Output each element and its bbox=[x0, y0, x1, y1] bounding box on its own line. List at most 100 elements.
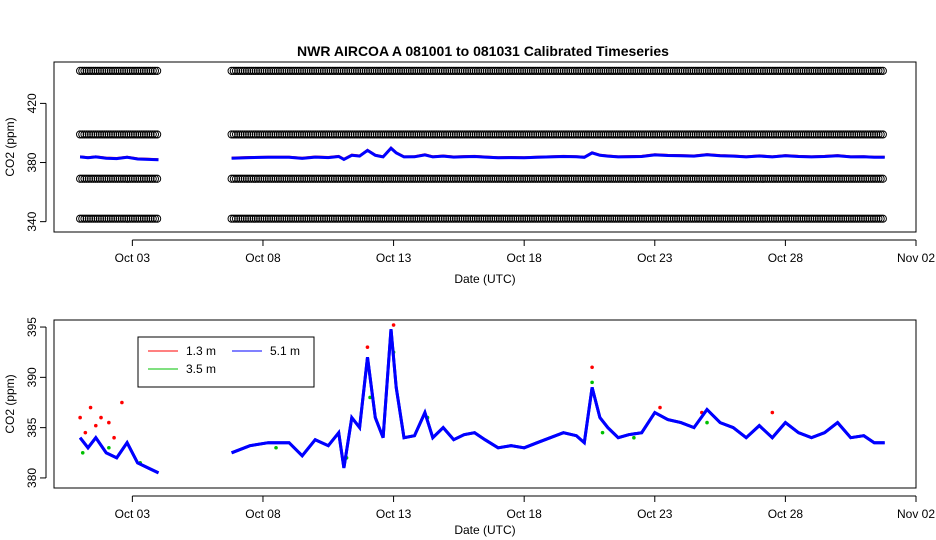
reference-point bbox=[568, 174, 577, 183]
reference-point bbox=[843, 174, 852, 183]
reference-point bbox=[98, 214, 107, 223]
reference-point bbox=[707, 130, 716, 139]
reference-point bbox=[451, 66, 461, 75]
reference-point bbox=[333, 214, 342, 223]
reference-point bbox=[786, 130, 795, 139]
reference-point bbox=[788, 214, 797, 223]
reference-point bbox=[564, 214, 573, 223]
reference-point bbox=[240, 130, 249, 139]
reference-point bbox=[531, 174, 540, 183]
reference-point bbox=[89, 66, 98, 75]
reference-point bbox=[493, 174, 502, 183]
reference-point bbox=[361, 130, 370, 139]
reference-point bbox=[594, 66, 604, 75]
reference-point bbox=[715, 66, 725, 75]
legend: 1.3 m 3.5 m 5.1 m bbox=[137, 336, 315, 388]
reference-point bbox=[790, 174, 799, 183]
reference-point bbox=[605, 66, 615, 75]
reference-point bbox=[764, 174, 773, 183]
reference-point bbox=[810, 174, 819, 183]
reference-point bbox=[267, 130, 276, 139]
reference-point bbox=[82, 214, 91, 223]
reference-point bbox=[669, 174, 678, 183]
reference-point bbox=[759, 66, 769, 75]
reference-point bbox=[722, 66, 731, 75]
reference-point bbox=[139, 66, 149, 75]
reference-point bbox=[744, 174, 753, 183]
reference-point bbox=[339, 66, 348, 75]
reference-point bbox=[355, 66, 364, 75]
reference-point bbox=[667, 130, 676, 139]
reference-point bbox=[735, 66, 744, 75]
y-tick-label: 390 bbox=[25, 367, 39, 387]
reference-point bbox=[570, 130, 579, 139]
reference-point bbox=[577, 214, 586, 223]
reference-point bbox=[614, 130, 623, 139]
reference-point bbox=[566, 66, 575, 75]
reference-point bbox=[423, 214, 432, 223]
reference-point bbox=[502, 66, 511, 75]
reference-point bbox=[370, 66, 379, 75]
reference-point bbox=[293, 130, 302, 139]
reference-point bbox=[106, 66, 116, 75]
reference-point bbox=[550, 130, 560, 139]
reference-point bbox=[113, 130, 122, 139]
reference-point bbox=[821, 66, 830, 75]
reference-point bbox=[660, 66, 670, 75]
reference-point bbox=[377, 174, 386, 183]
reference-point bbox=[234, 130, 243, 139]
reference-point bbox=[390, 174, 399, 183]
reference-point bbox=[878, 174, 887, 183]
reference-point bbox=[762, 66, 771, 75]
reference-point bbox=[370, 214, 379, 223]
reference-point bbox=[845, 66, 854, 75]
reference-point bbox=[759, 174, 769, 183]
reference-point bbox=[374, 130, 384, 139]
reference-point bbox=[814, 214, 824, 223]
reference-point bbox=[504, 214, 513, 223]
reference-point bbox=[370, 130, 379, 139]
reference-point bbox=[476, 66, 485, 75]
reference-point bbox=[471, 66, 480, 75]
reference-point bbox=[451, 130, 461, 139]
reference-point bbox=[579, 130, 588, 139]
reference-point bbox=[537, 174, 546, 183]
reference-point bbox=[139, 130, 149, 139]
reference-point bbox=[337, 214, 346, 223]
lower-panel: Oct 03 Oct 08 Oct 13 Oct 18 Oct 23 Oct 28 Nov … bbox=[3, 317, 935, 537]
reference-point bbox=[819, 130, 828, 139]
reference-point bbox=[275, 174, 285, 183]
reference-point bbox=[447, 174, 456, 183]
reference-point bbox=[713, 130, 722, 139]
reference-point bbox=[645, 130, 654, 139]
x-tick-label: Oct 13 bbox=[376, 251, 412, 265]
reference-point bbox=[568, 130, 577, 139]
reference-point bbox=[258, 66, 267, 75]
reference-point bbox=[693, 130, 703, 139]
reference-point bbox=[797, 130, 806, 139]
reference-point bbox=[144, 174, 153, 183]
reference-point bbox=[627, 214, 637, 223]
reference-point bbox=[718, 66, 727, 75]
reference-point bbox=[341, 214, 351, 223]
x-axis-label: Date (UTC) bbox=[454, 523, 515, 537]
reference-point bbox=[788, 66, 797, 75]
reference-point bbox=[619, 214, 628, 223]
reference-point bbox=[429, 214, 439, 223]
reference-point bbox=[586, 214, 595, 223]
reference-point bbox=[531, 214, 540, 223]
reference-point bbox=[740, 174, 749, 183]
reference-point bbox=[462, 66, 472, 75]
reference-point bbox=[687, 66, 696, 75]
reference-point bbox=[142, 130, 151, 139]
reference-point bbox=[592, 66, 601, 75]
reference-point bbox=[473, 66, 483, 75]
reference-point bbox=[614, 66, 623, 75]
reference-point bbox=[432, 174, 441, 183]
reference-point bbox=[473, 214, 483, 223]
reference-point bbox=[559, 214, 568, 223]
reference-point bbox=[832, 130, 841, 139]
reference-point bbox=[363, 214, 373, 223]
reference-point bbox=[656, 214, 665, 223]
reference-point bbox=[355, 130, 364, 139]
